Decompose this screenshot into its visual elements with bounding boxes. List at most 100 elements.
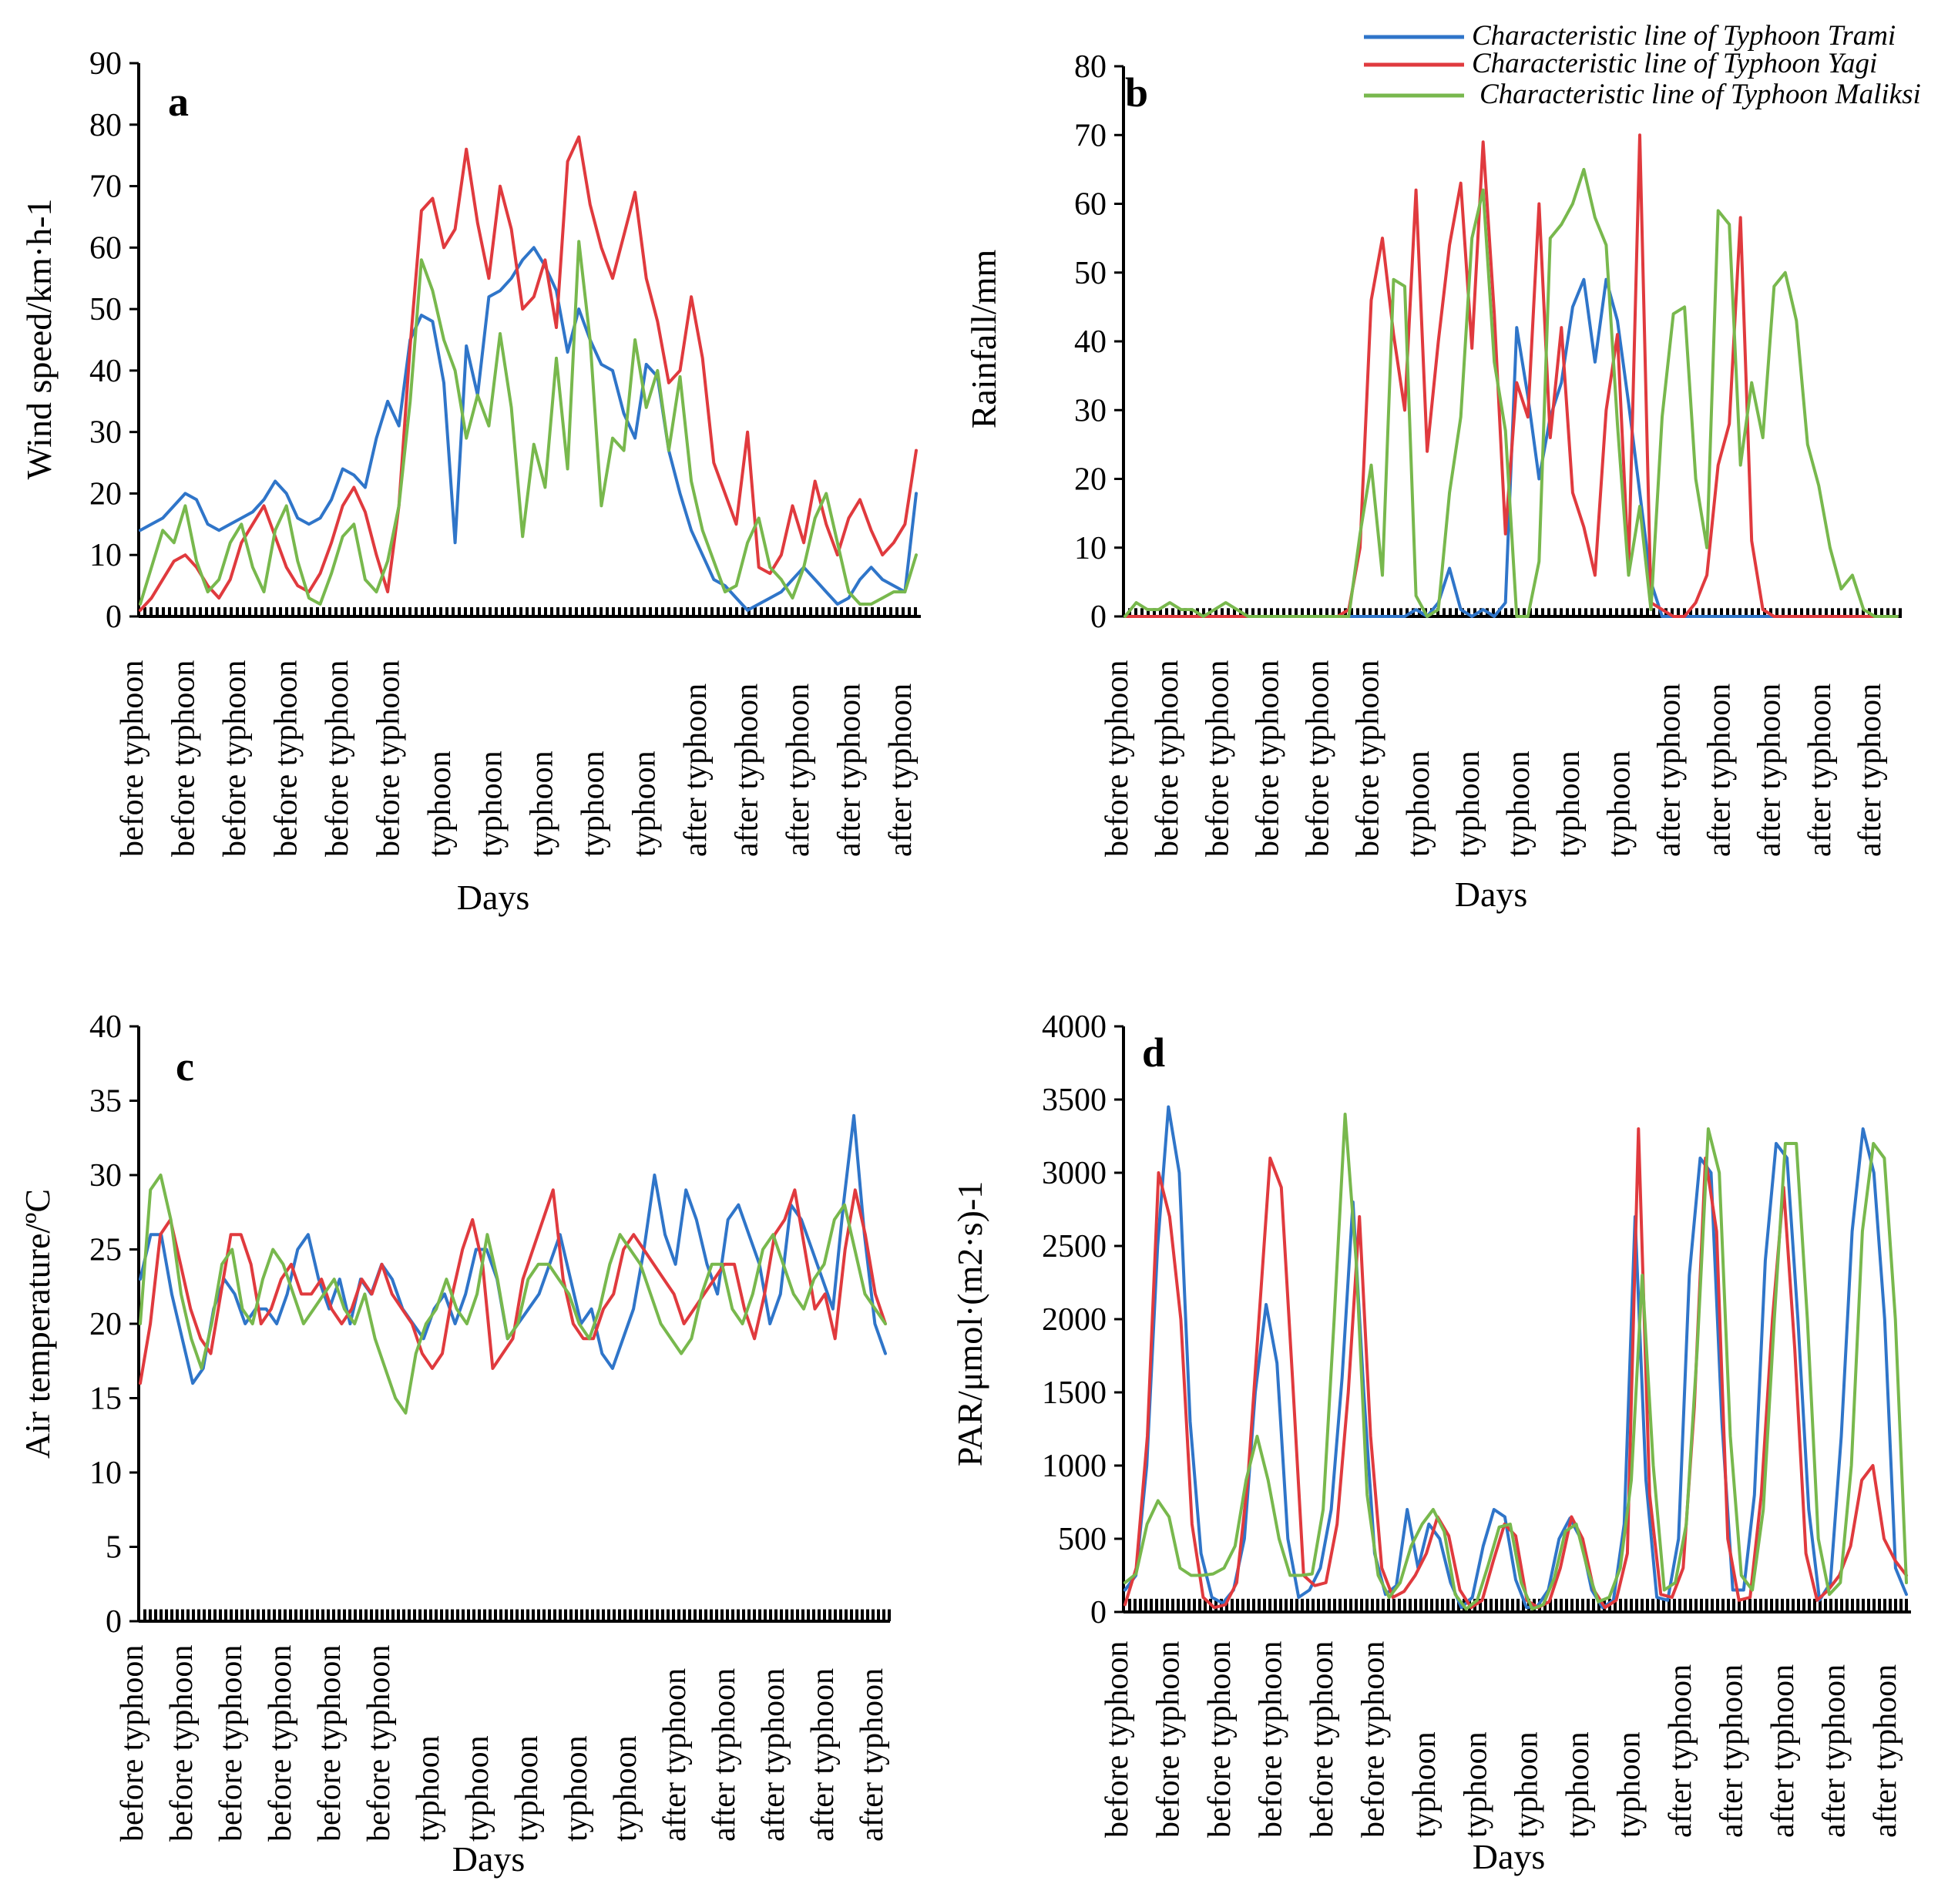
chart-panel-a: 0 10 20 30 40 50 60 70 80 90 before typhoon before … bbox=[19, 46, 921, 917]
x-category-label: after typhoon bbox=[1852, 683, 1888, 857]
x-category-label: before typhoon bbox=[1253, 1641, 1288, 1838]
x-category-label: typhoon bbox=[422, 751, 458, 857]
x-category-label: typhoon bbox=[509, 1735, 545, 1842]
y-tick-label: 20 bbox=[89, 1307, 122, 1342]
x-category-label: before typhoon bbox=[115, 660, 150, 857]
chart-panel-d: 0 500 1000 1500 2000 2500 3000 3500 4000 before t… bbox=[950, 1009, 1911, 1876]
x-category-label: before typhoon bbox=[1305, 1641, 1340, 1838]
x-category-label: typhoon bbox=[1612, 1731, 1647, 1838]
y-tick-label: 25 bbox=[89, 1233, 122, 1268]
x-category-label: before typhoon bbox=[217, 660, 253, 857]
x-category-label: before typhoon bbox=[263, 1645, 298, 1842]
y-tick-label: 30 bbox=[89, 415, 122, 451]
chart-panel-c: 0 5 10 15 20 25 30 35 40 before typhoon before typ… bbox=[18, 1009, 891, 1879]
x-category-label: before typhoon bbox=[164, 1645, 200, 1842]
y-tick-label: 15 bbox=[89, 1382, 122, 1417]
x-category-label: typhoon bbox=[1510, 1731, 1545, 1838]
y-tick-label: 3500 bbox=[1042, 1083, 1107, 1118]
x-category-label: after typhoon bbox=[1765, 1664, 1801, 1838]
x-category-label: typhoon bbox=[1401, 751, 1436, 857]
y-tick-label: 20 bbox=[1074, 462, 1107, 498]
x-category-label: after typhoon bbox=[1663, 1664, 1698, 1838]
series-line-d-2 bbox=[1123, 1113, 1908, 1611]
x-category-label: before typhoon bbox=[1250, 660, 1285, 857]
x-category-label: before typhoon bbox=[115, 1645, 150, 1842]
legend: Characteristic line of Typhoon Trami Cha… bbox=[1364, 20, 1921, 110]
y-axis-title: Wind speed/km·h-1 bbox=[19, 199, 59, 480]
x-axis-title: Days bbox=[1473, 1837, 1546, 1876]
x-category-label: after typhoon bbox=[1715, 1664, 1750, 1838]
series-line-a-1 bbox=[139, 135, 918, 612]
x-axis-title: Days bbox=[457, 878, 530, 917]
y-tick-label: 30 bbox=[89, 1158, 122, 1194]
x-category-label: before typhoon bbox=[312, 1645, 348, 1842]
y-tick-label: 10 bbox=[89, 1456, 122, 1491]
x-category-label: after typhoon bbox=[1868, 1664, 1903, 1838]
x-category-label: typhoon bbox=[559, 1735, 594, 1842]
x-category-label: after typhoon bbox=[657, 1668, 693, 1842]
y-tick-label: 30 bbox=[1074, 393, 1107, 428]
y-tick-label: 80 bbox=[89, 108, 122, 143]
x-axis-title: Days bbox=[452, 1839, 526, 1879]
y-tick-label: 10 bbox=[89, 538, 122, 573]
x-category-label: typhoon bbox=[1451, 751, 1486, 857]
x-category-label: typhoon bbox=[1601, 751, 1637, 857]
x-category-label: typhoon bbox=[576, 751, 611, 857]
legend-label-trami: Characteristic line of Typhoon Trami bbox=[1472, 20, 1896, 52]
panel-label: b bbox=[1125, 69, 1148, 116]
x-category-label: before typhoon bbox=[213, 1645, 249, 1842]
y-tick-label: 5 bbox=[106, 1530, 122, 1566]
x-category-label: typhoon bbox=[460, 1735, 495, 1842]
series-line-a-2 bbox=[139, 240, 918, 606]
y-tick-label: 60 bbox=[89, 230, 122, 266]
x-category-label: typhoon bbox=[1551, 751, 1587, 857]
y-axis-title: Rainfall/mm bbox=[964, 250, 1003, 429]
x-category-label: after typhoon bbox=[883, 683, 919, 857]
y-tick-label: 0 bbox=[1090, 599, 1107, 635]
series-line-a-0 bbox=[139, 246, 918, 612]
x-category-label: typhoon bbox=[608, 1735, 643, 1842]
x-category-label: before typhoon bbox=[1202, 1641, 1238, 1838]
x-axis-title: Days bbox=[1455, 875, 1528, 914]
x-category-label: typhoon bbox=[1501, 751, 1537, 857]
x-category-label: before typhoon bbox=[371, 660, 406, 857]
legend-label-maliksi: Characteristic line of Typhoon Maliksi bbox=[1479, 79, 1921, 110]
x-category-label: before typhoon bbox=[268, 660, 304, 857]
x-category-label: typhoon bbox=[525, 751, 560, 857]
x-category-label: after typhoon bbox=[756, 1668, 791, 1842]
x-category-label: after typhoon bbox=[1651, 683, 1687, 857]
x-category-label: before typhoon bbox=[1100, 660, 1135, 857]
x-category-label: typhoon bbox=[1458, 1731, 1493, 1838]
x-category-label: after typhoon bbox=[1702, 683, 1738, 857]
x-category-label: typhoon bbox=[1560, 1731, 1596, 1838]
y-tick-label: 4000 bbox=[1042, 1009, 1107, 1045]
x-category-label: before typhoon bbox=[320, 660, 355, 857]
y-tick-label: 1500 bbox=[1042, 1375, 1107, 1411]
chart-panel-b: 0 10 20 30 40 50 60 70 80 before typhoon before ty… bbox=[964, 49, 1902, 914]
x-category-label: after typhoon bbox=[707, 1668, 742, 1842]
y-tick-label: 35 bbox=[89, 1084, 122, 1120]
y-tick-label: 50 bbox=[1074, 256, 1107, 291]
y-tick-label: 60 bbox=[1074, 187, 1107, 223]
y-tick-label: 40 bbox=[1074, 324, 1107, 360]
x-category-label: before typhoon bbox=[361, 1645, 397, 1842]
x-category-label: after typhoon bbox=[1802, 683, 1838, 857]
x-category-label: after typhoon bbox=[855, 1668, 890, 1842]
x-category-label: before typhoon bbox=[1301, 660, 1336, 857]
x-category-label: after typhoon bbox=[832, 683, 868, 857]
x-category-label: typhoon bbox=[411, 1735, 446, 1842]
x-category-label: typhoon bbox=[473, 751, 509, 857]
y-tick-label: 2500 bbox=[1042, 1229, 1107, 1264]
series-line-c-2 bbox=[139, 1174, 887, 1415]
x-category-label: after typhoon bbox=[1752, 683, 1788, 857]
y-tick-label: 0 bbox=[106, 1604, 122, 1640]
y-tick-label: 40 bbox=[89, 1009, 122, 1045]
x-category-label: after typhoon bbox=[781, 683, 816, 857]
x-category-label: after typhoon bbox=[1817, 1664, 1852, 1838]
y-tick-label: 10 bbox=[1074, 531, 1107, 566]
series-line-b-2 bbox=[1123, 167, 1899, 618]
x-category-label: before typhoon bbox=[1200, 660, 1235, 857]
y-tick-label: 90 bbox=[89, 46, 122, 82]
